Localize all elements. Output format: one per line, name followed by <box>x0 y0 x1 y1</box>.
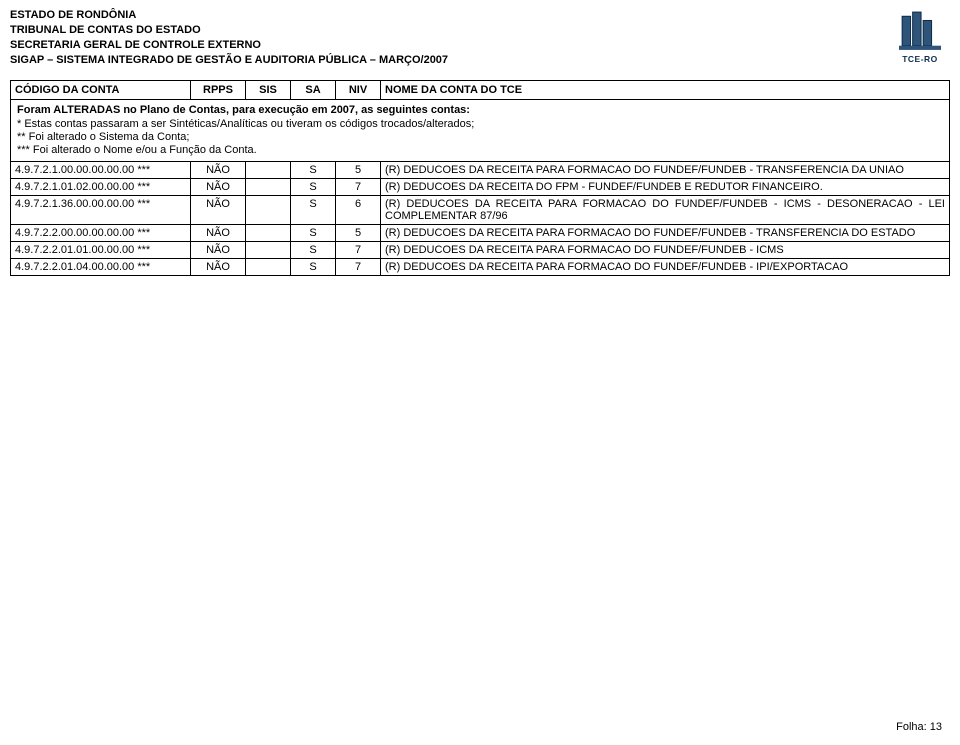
table-notes-row: Foram ALTERADAS no Plano de Contas, para… <box>11 100 950 162</box>
cell-rpps: NÃO <box>191 259 246 276</box>
header-line-1: ESTADO DE RONDÔNIA <box>10 8 448 23</box>
col-header-sis: SIS <box>246 81 291 100</box>
table-row: 4.9.7.2.1.00.00.00.00.00 ***NÃO S5(R) DED… <box>11 162 950 179</box>
cell-sis <box>246 196 291 225</box>
notes-cell: Foram ALTERADAS no Plano de Contas, para… <box>11 100 950 162</box>
cell-rpps: NÃO <box>191 179 246 196</box>
notes-line-3: *** Foi alterado o Nome e/ou a Função da… <box>17 144 943 156</box>
header-line-2: TRIBUNAL DE CONTAS DO ESTADO <box>10 23 448 38</box>
cell-sa: S <box>291 162 336 179</box>
table-row: 4.9.7.2.2.01.01.00.00.00 ***NÃO S7(R) DED… <box>11 242 950 259</box>
header-line-4: SIGAP – SISTEMA INTEGRADO DE GESTÃO E AU… <box>10 53 448 68</box>
table-row: 4.9.7.2.2.01.04.00.00.00 ***NÃO S7(R) DED… <box>11 259 950 276</box>
cell-niv: 5 <box>336 225 381 242</box>
header-line-4-prefix: SIGAP – SISTEMA INTEGRADO DE GESTÃO E AU… <box>10 54 367 66</box>
col-header-niv: NIV <box>336 81 381 100</box>
cell-rpps: NÃO <box>191 162 246 179</box>
notes-line-1: * Estas contas passaram a ser Sintéticas… <box>17 118 943 130</box>
cell-codigo: 4.9.7.2.1.01.02.00.00.00 *** <box>11 179 191 196</box>
cell-sis <box>246 225 291 242</box>
logo-label: TCE-RO <box>902 54 938 64</box>
cell-sis <box>246 179 291 196</box>
cell-codigo: 4.9.7.2.2.01.04.00.00.00 *** <box>11 259 191 276</box>
notes-title: Foram ALTERADAS no Plano de Contas, para… <box>17 104 943 116</box>
col-header-sa: SA <box>291 81 336 100</box>
cell-nome: (R) DEDUCOES DA RECEITA PARA FORMACAO DO… <box>381 225 950 242</box>
cell-nome: (R) DEDUCOES DA RECEITA PARA FORMACAO DO… <box>381 196 950 225</box>
page-header: ESTADO DE RONDÔNIA TRIBUNAL DE CONTAS DO… <box>10 8 950 70</box>
cell-sis <box>246 242 291 259</box>
cell-codigo: 4.9.7.2.2.00.00.00.00.00 *** <box>11 225 191 242</box>
cell-nome: (R) DEDUCOES DA RECEITA PARA FORMACAO DO… <box>381 242 950 259</box>
table-row: 4.9.7.2.2.00.00.00.00.00 ***NÃO S5(R) DED… <box>11 225 950 242</box>
cell-nome: (R) DEDUCOES DA RECEITA PARA FORMACAO DO… <box>381 259 950 276</box>
page-footer: Folha: 13 <box>896 721 942 733</box>
col-header-rpps: RPPS <box>191 81 246 100</box>
table-header-row: CÓDIGO DA CONTA RPPS SIS SA NIV NOME DA … <box>11 81 950 100</box>
cell-codigo: 4.9.7.2.1.36.00.00.00.00 *** <box>11 196 191 225</box>
notes-line-2: ** Foi alterado o Sistema da Conta; <box>17 131 943 143</box>
cell-rpps: NÃO <box>191 225 246 242</box>
cell-sa: S <box>291 179 336 196</box>
cell-sa: S <box>291 242 336 259</box>
tce-ro-logo-icon <box>899 10 941 52</box>
cell-rpps: NÃO <box>191 242 246 259</box>
cell-niv: 7 <box>336 242 381 259</box>
cell-nome: (R) DEDUCOES DA RECEITA DO FPM - FUNDEF/… <box>381 179 950 196</box>
cell-rpps: NÃO <box>191 196 246 225</box>
cell-nome: (R) DEDUCOES DA RECEITA PARA FORMACAO DO… <box>381 162 950 179</box>
cell-codigo: 4.9.7.2.1.00.00.00.00.00 *** <box>11 162 191 179</box>
accounts-table: CÓDIGO DA CONTA RPPS SIS SA NIV NOME DA … <box>10 80 950 276</box>
cell-sa: S <box>291 225 336 242</box>
table-row: 4.9.7.2.1.01.02.00.00.00 ***NÃO S7(R) DED… <box>11 179 950 196</box>
header-line-3: SECRETARIA GERAL DE CONTROLE EXTERNO <box>10 38 448 53</box>
cell-sis <box>246 259 291 276</box>
cell-sa: S <box>291 259 336 276</box>
cell-niv: 7 <box>336 259 381 276</box>
logo: TCE-RO <box>896 10 944 70</box>
cell-codigo: 4.9.7.2.2.01.01.00.00.00 *** <box>11 242 191 259</box>
cell-sa: S <box>291 196 336 225</box>
cell-niv: 7 <box>336 179 381 196</box>
header-line-4-suffix: – MARÇO/2007 <box>367 54 448 66</box>
cell-sis <box>246 162 291 179</box>
col-header-codigo: CÓDIGO DA CONTA <box>11 81 191 100</box>
col-header-nome: NOME DA CONTA DO TCE <box>381 81 950 100</box>
header-text-block: ESTADO DE RONDÔNIA TRIBUNAL DE CONTAS DO… <box>10 8 448 67</box>
table-row: 4.9.7.2.1.36.00.00.00.00 ***NÃO S6(R) DED… <box>11 196 950 225</box>
folha-label: Folha: 13 <box>896 721 942 733</box>
cell-niv: 5 <box>336 162 381 179</box>
cell-niv: 6 <box>336 196 381 225</box>
